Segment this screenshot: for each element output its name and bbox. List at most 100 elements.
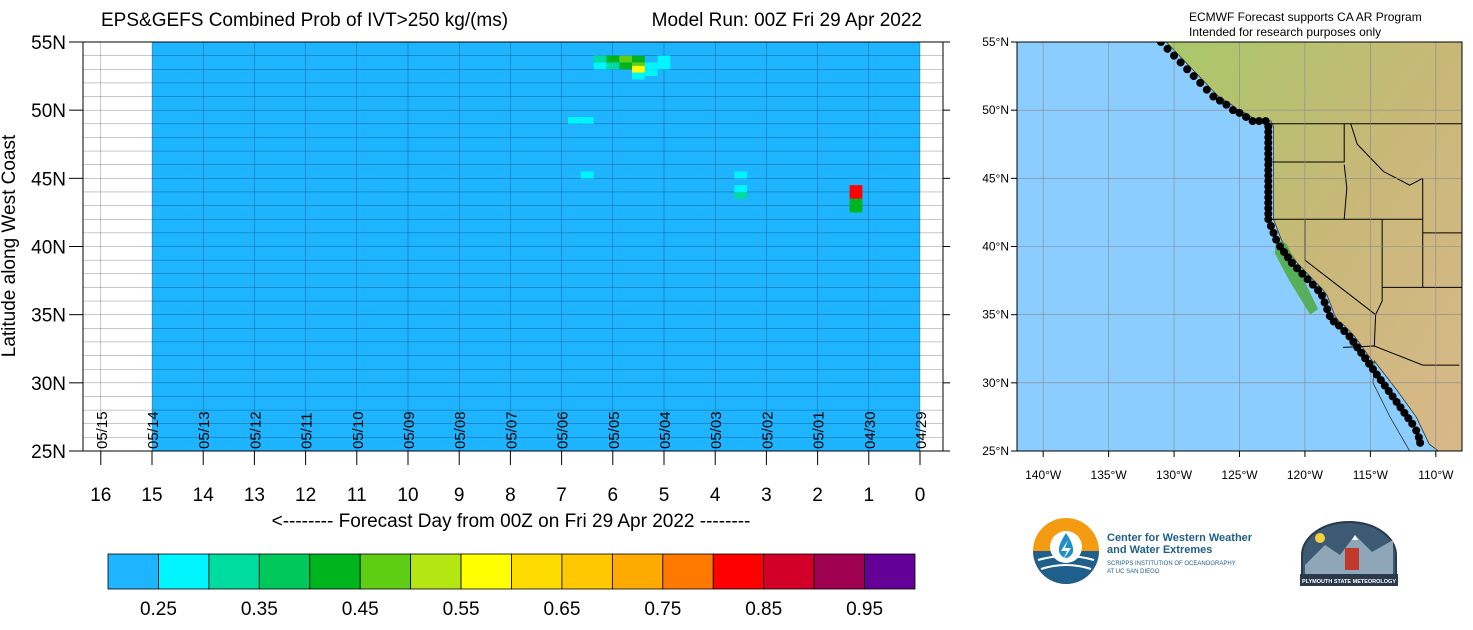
coast-point: [1264, 204, 1273, 213]
coast-point: [1376, 376, 1385, 385]
colorbar-swatch: [763, 553, 815, 590]
x-tick-label: 13: [244, 485, 265, 506]
baja-peninsula: [1372, 359, 1440, 451]
x-tick-label: 9: [454, 485, 465, 506]
map-lat-label: 25°N: [982, 444, 1009, 458]
date-label: 05/14: [145, 411, 162, 449]
heat-cell: [849, 205, 863, 213]
heat-cell: [580, 116, 594, 124]
coast-point: [1345, 332, 1354, 341]
coast-point: [1196, 78, 1205, 87]
coast-point: [1248, 117, 1257, 126]
coast-point: [1357, 348, 1366, 357]
coast-point: [1264, 122, 1273, 131]
map-gridlines: [1017, 42, 1462, 451]
map-lat-label: 55°N: [982, 35, 1009, 49]
colorbar-swatch: [864, 553, 916, 590]
map-lat-label: 40°N: [982, 240, 1009, 254]
heat-cell: [568, 116, 581, 124]
heat-cell: [657, 55, 671, 63]
coast-point: [1323, 305, 1332, 314]
coast-points: [1156, 42, 1425, 447]
coast-point: [1261, 117, 1270, 126]
colorbar-swatch: [107, 553, 159, 590]
coast-point: [1176, 58, 1185, 67]
coast-point: [1408, 419, 1417, 428]
colorbar-swatch: [712, 553, 765, 590]
coast-point: [1353, 343, 1362, 352]
y-axis-label: Latitude along West Coast: [0, 134, 20, 357]
coast-point: [1264, 149, 1273, 158]
x-tick-label: 8: [505, 485, 516, 506]
colorbar-label: 0.25: [140, 599, 177, 620]
colorbar-swatch: [460, 553, 512, 590]
coast-point: [1365, 359, 1374, 368]
colorbar-label: 0.55: [443, 599, 480, 620]
coast-point: [1369, 365, 1377, 374]
coast-point: [1163, 44, 1172, 53]
colorbar: 0.25 0.35 0.45 0.55 0.65 0.75 0.85 0.95: [107, 553, 916, 620]
x-tick-label: 15: [141, 485, 162, 506]
heat-cell: [606, 55, 620, 63]
state-border: [1343, 164, 1348, 220]
x-tick-label: 5: [659, 485, 670, 506]
date-label: 05/10: [350, 411, 367, 449]
x-tick-label: 12: [295, 485, 316, 506]
colorbar-label: 0.85: [745, 599, 782, 620]
colorbar-label: 0.75: [644, 599, 681, 620]
map-lon-label: 140°W: [1025, 468, 1062, 482]
heat-cell: [593, 55, 607, 63]
date-label: 05/04: [657, 411, 674, 449]
heat-cell: [580, 171, 594, 179]
coast-point: [1183, 65, 1192, 74]
date-label: 05/11: [299, 413, 316, 449]
x-tick-label: 7: [556, 485, 567, 506]
heat-cell: [619, 62, 632, 70]
coast-point: [1264, 127, 1273, 136]
y-tick-label: 35N: [31, 306, 66, 327]
coast-point: [1209, 92, 1218, 101]
colorbar-swatch: [813, 553, 865, 590]
map-lat-labels: 55°N 50°N 45°N 40°N 35°N 30°N 25°N: [982, 35, 1017, 458]
x-tick-label: 2: [812, 485, 823, 506]
coast-point: [1170, 51, 1179, 60]
cw3e-line-4: AT UC SAN DIEGO: [1107, 569, 1160, 575]
coast-point: [1414, 433, 1423, 442]
coast-point: [1334, 321, 1343, 330]
coast-point: [1202, 85, 1211, 94]
coast-point: [1361, 354, 1370, 363]
x-tick-label: 14: [193, 485, 215, 506]
map-lat-label: 30°N: [982, 376, 1009, 390]
coast-point: [1283, 253, 1292, 262]
coast-point: [1303, 275, 1312, 284]
y-tick-label: 45N: [31, 169, 66, 190]
map-lon-label: 130°W: [1156, 468, 1193, 482]
coast-point: [1264, 215, 1273, 224]
coast-point: [1264, 133, 1273, 142]
coast-point: [1388, 392, 1397, 401]
heat-cell: [734, 185, 748, 192]
colorbar-swatch: [561, 553, 613, 590]
coast-point: [1264, 193, 1273, 202]
map-lon-label: 135°W: [1091, 468, 1128, 482]
x-tick-label: 0: [915, 485, 926, 506]
cw3e-line-3: SCRIPPS INSTITUTION OF OCEANOGRAPHY: [1107, 561, 1236, 567]
coast-point: [1317, 291, 1326, 300]
state-border: [1304, 219, 1376, 316]
map-lon-label: 115°W: [1353, 468, 1389, 482]
heat-cell: [632, 72, 645, 80]
colorbar-swatch: [208, 553, 260, 590]
coast-point: [1329, 317, 1338, 326]
state-border: [1268, 123, 1345, 163]
date-label: 04/29: [913, 411, 930, 449]
colorbar-swatch: [258, 553, 311, 590]
map-lon-label: 125°W: [1221, 468, 1258, 482]
note-line-1: ECMWF Forecast supports CA AR Program: [1189, 10, 1422, 24]
coast-point: [1264, 209, 1273, 218]
heat-cell: [644, 69, 658, 77]
date-label: 05/06: [555, 411, 572, 449]
coast-point: [1276, 242, 1285, 251]
map-lon-labels: 140°W 135°W 130°W 125°W 120°W 115°W 110°W: [1025, 451, 1454, 482]
y-tick-label: 40N: [31, 238, 66, 259]
heat-cell: [849, 198, 863, 206]
